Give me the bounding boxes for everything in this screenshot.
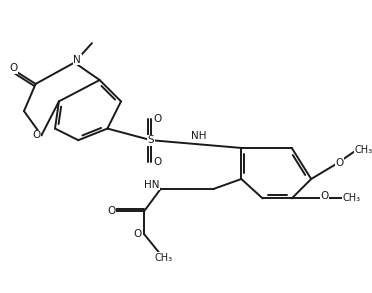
Text: CH₃: CH₃	[355, 145, 372, 155]
Text: S: S	[148, 135, 154, 145]
Text: N: N	[74, 55, 81, 65]
Text: O: O	[154, 114, 162, 124]
Text: O: O	[335, 158, 343, 168]
Text: O: O	[134, 229, 142, 239]
Text: O: O	[107, 206, 115, 216]
Text: HN: HN	[144, 180, 160, 190]
Text: CH₃: CH₃	[155, 253, 173, 263]
Text: O: O	[9, 63, 17, 73]
Text: O: O	[154, 156, 162, 166]
Text: O: O	[321, 191, 329, 202]
Text: CH₃: CH₃	[343, 193, 361, 203]
Text: O: O	[32, 130, 41, 140]
Text: NH: NH	[191, 131, 207, 141]
